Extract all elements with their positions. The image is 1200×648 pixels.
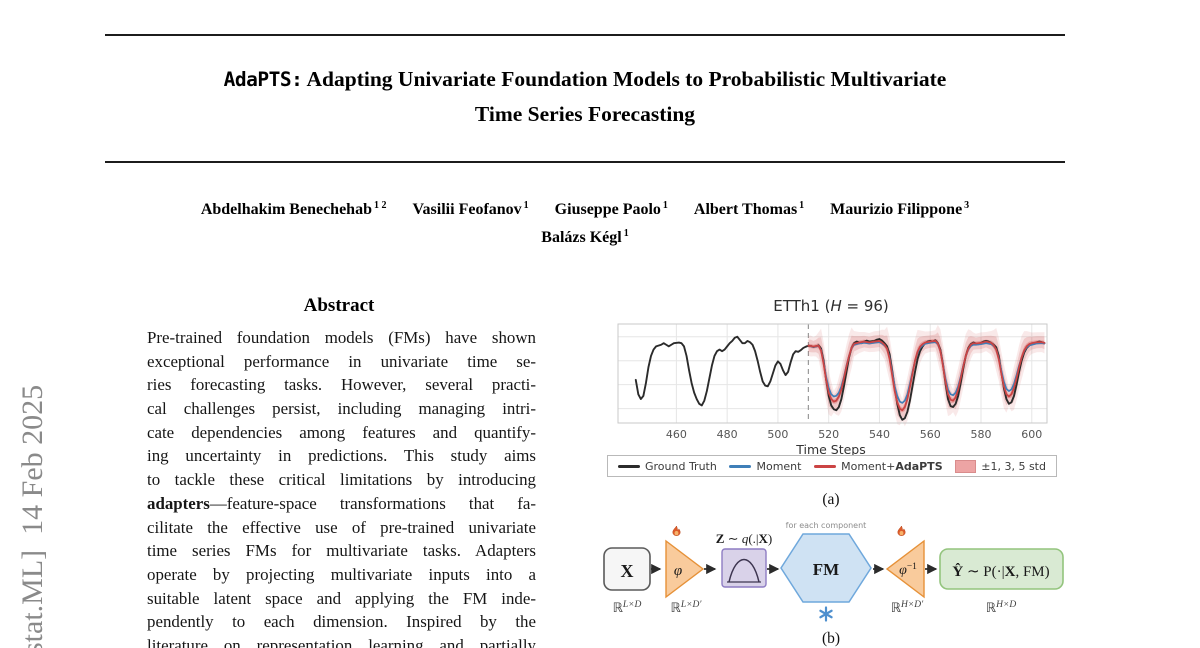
paper-title: AdaPTS: Adapting Univariate Foundation M… bbox=[105, 62, 1065, 131]
abstract-line: exceptional performance in univariate ti… bbox=[147, 351, 536, 371]
encoder-triangle: φ bbox=[665, 539, 705, 599]
abstract-line: pendently to each dimension. Inspired by… bbox=[147, 612, 536, 632]
decoder-dim-label: ℝH×D′ bbox=[891, 600, 924, 615]
title-rule-top bbox=[105, 34, 1065, 36]
author-list-line1: Abdelhakim Benechehab 1 2 Vasilii Feofanov… bbox=[105, 200, 1065, 219]
svg-text:Ŷ ∼ P(·|X, FM): Ŷ ∼ P(·|X, FM) bbox=[952, 563, 1049, 580]
gaussian-curve-icon bbox=[728, 559, 760, 583]
input-box: X bbox=[603, 547, 651, 591]
author: Giuseppe Paolo 1 bbox=[554, 200, 668, 219]
legend-patch-swatch bbox=[955, 459, 977, 473]
svg-text:X: X bbox=[621, 561, 634, 581]
svg-text:560: 560 bbox=[920, 428, 941, 441]
svg-text:460: 460 bbox=[666, 428, 687, 441]
chart-legend: Ground Truth Moment Moment+AdaPTS ±1, 3, 5 … bbox=[607, 455, 1057, 477]
author: Vasilii Feofanov 1 bbox=[412, 200, 529, 219]
abstract-line: adapters—feature-space transformations t… bbox=[147, 493, 536, 513]
author: Albert Thomas 1 bbox=[693, 200, 805, 219]
figure-b-caption: (b) bbox=[821, 630, 841, 647]
abstract-heading: Abstract bbox=[303, 295, 375, 316]
abstract-line: Pre-trained foundation models (FMs) have… bbox=[147, 328, 536, 347]
title-rule-bottom bbox=[105, 161, 1065, 163]
title-line-1: AdaPTS: Adapting Univariate Foundation M… bbox=[105, 62, 1065, 97]
legend-item: Moment+AdaPTS bbox=[814, 460, 943, 473]
title-line1-rest: Adapting Univariate Foundation Models to… bbox=[302, 67, 947, 91]
latent-box: Z ∼ q(.|X) bbox=[716, 531, 773, 588]
encoder-dim-label: ℝL×D′ bbox=[671, 600, 703, 615]
svg-text:500: 500 bbox=[767, 428, 788, 441]
input-dim-label: ℝL×D bbox=[613, 600, 642, 615]
abstract-line: ing uncertainty in predictions. This stu… bbox=[147, 446, 536, 466]
abstract-line: literature on representation learning an… bbox=[147, 635, 536, 648]
svg-text:600: 600 bbox=[1021, 428, 1042, 441]
fm-hexagon: FM for each component bbox=[780, 521, 872, 603]
author: Balázs Kégl 1 bbox=[541, 228, 629, 247]
legend-line-swatch bbox=[618, 464, 640, 468]
svg-text:φ: φ bbox=[674, 563, 682, 579]
abstract-line: cilitate the effective use of pre-traine… bbox=[147, 517, 536, 537]
svg-text:FM: FM bbox=[813, 560, 839, 579]
svg-text:520: 520 bbox=[818, 428, 839, 441]
output-box: Ŷ ∼ P(·|X, FM) bbox=[939, 548, 1064, 590]
author: Maurizio Filippone 3 bbox=[830, 200, 970, 219]
chart-title: ETTh1 (H = 96) bbox=[773, 297, 889, 315]
abstract-line: time series FMs for multivariate tasks. … bbox=[147, 541, 536, 561]
output-dim-label: ℝH×D bbox=[986, 600, 1017, 615]
etth1-forecast-chart: 460 480 500 520 540 560 580 600 bbox=[617, 323, 1048, 441]
svg-text:540: 540 bbox=[869, 428, 890, 441]
flame-icon bbox=[672, 525, 681, 536]
legend-item: Moment bbox=[729, 460, 801, 473]
legend-item: Ground Truth bbox=[618, 460, 717, 473]
svg-text:for each component: for each component bbox=[786, 521, 867, 530]
author: Abdelhakim Benechehab 1 2 bbox=[200, 200, 387, 219]
legend-item: ±1, 3, 5 std bbox=[955, 459, 1046, 473]
svg-text:580: 580 bbox=[971, 428, 992, 441]
abstract-line: cal challenges persist, including managi… bbox=[147, 399, 536, 419]
figure-a-caption: (a) bbox=[822, 491, 840, 508]
author-list-line2: Balázs Kégl 1 bbox=[105, 228, 1065, 247]
abstract-line: suitable latent space and applying the F… bbox=[147, 588, 536, 608]
abstract-line: cate dependencies among features and qua… bbox=[147, 422, 536, 442]
adapts-architecture-diagram: X φ Z ∼ q(.|X) FM for each component bbox=[603, 521, 1064, 622]
svg-text:Z ∼ q(.|X): Z ∼ q(.|X) bbox=[716, 531, 773, 546]
arxiv-stamp: stat.ML] 14 Feb 2025 bbox=[16, 384, 49, 648]
legend-line-swatch bbox=[814, 464, 837, 468]
decoder-triangle: φ−1 bbox=[885, 539, 925, 599]
abstract-line: to tackle these critical limitations by … bbox=[147, 470, 536, 490]
chart-xlabel: Time Steps bbox=[796, 442, 866, 457]
abstract-text: Pre-trained foundation models (FMs) have… bbox=[147, 328, 536, 648]
abstract-line: ries forecasting tasks. However, several… bbox=[147, 375, 536, 395]
title-prefix: AdaPTS: bbox=[223, 68, 303, 91]
legend-line-swatch bbox=[729, 464, 752, 468]
flame-icon bbox=[897, 525, 906, 536]
title-line-2: Time Series Forecasting bbox=[474, 102, 696, 126]
snowflake-icon bbox=[819, 606, 833, 622]
svg-text:480: 480 bbox=[717, 428, 738, 441]
abstract-line: operate by projecting multivariate input… bbox=[147, 564, 536, 584]
svg-text:φ−1: φ−1 bbox=[899, 562, 917, 578]
